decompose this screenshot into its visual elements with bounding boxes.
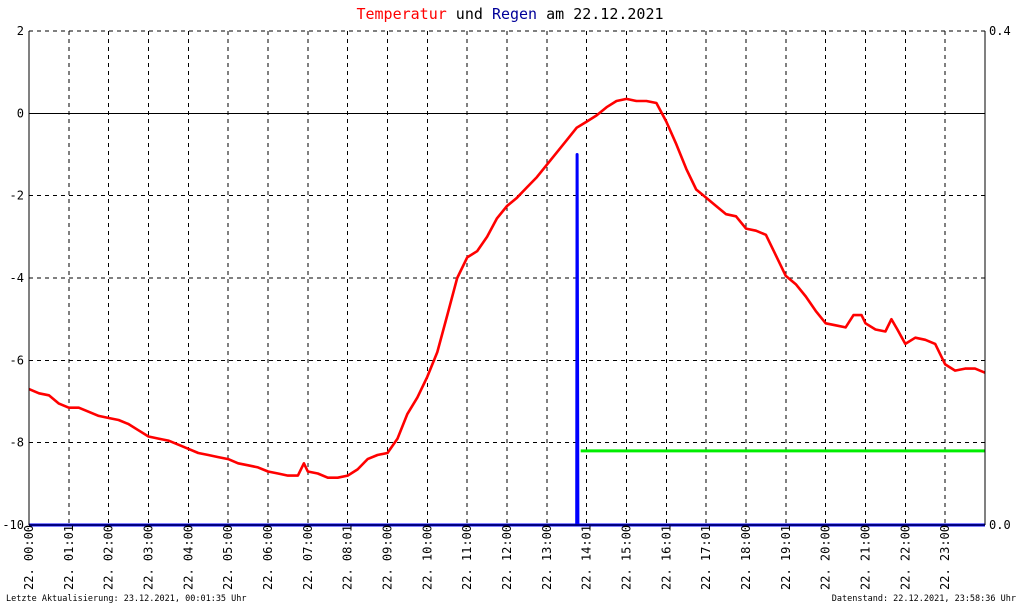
y-left-tick-label: -4 xyxy=(10,271,24,285)
x-tick-label: 22. 07:00 xyxy=(301,525,315,590)
y-left-tick-label: -8 xyxy=(10,436,24,450)
x-tick-label: 22. 08:01 xyxy=(341,525,355,590)
title-und: und xyxy=(447,5,492,23)
title-temperature: Temperatur xyxy=(356,5,446,23)
footer-last-update: Letzte Aktualisierung: 23.12.2021, 00:01… xyxy=(6,594,247,604)
y-right-tick-label: 0.4 xyxy=(989,24,1011,38)
x-tick-label: 22. 03:00 xyxy=(142,525,156,590)
x-tick-label: 22. 00:00 xyxy=(22,525,36,590)
y-left-tick-label: -2 xyxy=(10,189,24,203)
axis-layer xyxy=(28,31,986,526)
title-regen: Regen xyxy=(492,5,537,23)
y-left-tick-label: -6 xyxy=(10,353,24,367)
x-tick-label: 22. 19:01 xyxy=(779,525,793,590)
x-tick-label: 22. 22:00 xyxy=(898,525,912,590)
x-tick-label: 22. 20:00 xyxy=(819,525,833,590)
x-tick-label: 22. 18:00 xyxy=(739,525,753,590)
x-tick-label: 22. 23:00 xyxy=(938,525,952,590)
x-tick-label: 22. 02:00 xyxy=(102,525,116,590)
x-tick-label: 22. 13:00 xyxy=(540,525,554,590)
y-left-tick-label: 2 xyxy=(17,24,24,38)
x-tick-label: 22. 11:00 xyxy=(460,525,474,590)
x-tick-label: 22. 10:00 xyxy=(420,525,434,590)
label-layer: 22. 00:00 22. 01:01 22. 02:00 22. 03:00 22. … xyxy=(2,24,1010,590)
footer-data-status: Datenstand: 22.12.2021, 23:58:36 Uhr xyxy=(832,594,1016,604)
x-tick-label: 22. 01:01 xyxy=(62,525,76,590)
x-tick-label: 22. 05:00 xyxy=(221,525,235,590)
x-tick-label: 22. 17:01 xyxy=(699,525,713,590)
x-tick-label: 22. 15:00 xyxy=(620,525,634,590)
x-tick-label: 22. 04:00 xyxy=(181,525,195,590)
x-tick-label: 22. 09:00 xyxy=(381,525,395,590)
x-tick-label: 22. 16:01 xyxy=(659,525,673,590)
y-right-tick-label: 0.0 xyxy=(989,518,1011,532)
title-date: am 22.12.2021 xyxy=(537,5,663,23)
temperature-line xyxy=(28,97,986,480)
x-tick-label: 22. 21:00 xyxy=(859,525,873,590)
x-tick-label: 22. 12:00 xyxy=(500,525,514,590)
y-left-tick-label: -10 xyxy=(2,518,24,532)
y-left-tick-label: 0 xyxy=(17,106,24,120)
chart-title: Temperatur und Regen am 22.12.2021 xyxy=(356,5,663,23)
x-tick-label: 22. 06:00 xyxy=(261,525,275,590)
x-tick-label: 22. 14:01 xyxy=(580,525,594,590)
